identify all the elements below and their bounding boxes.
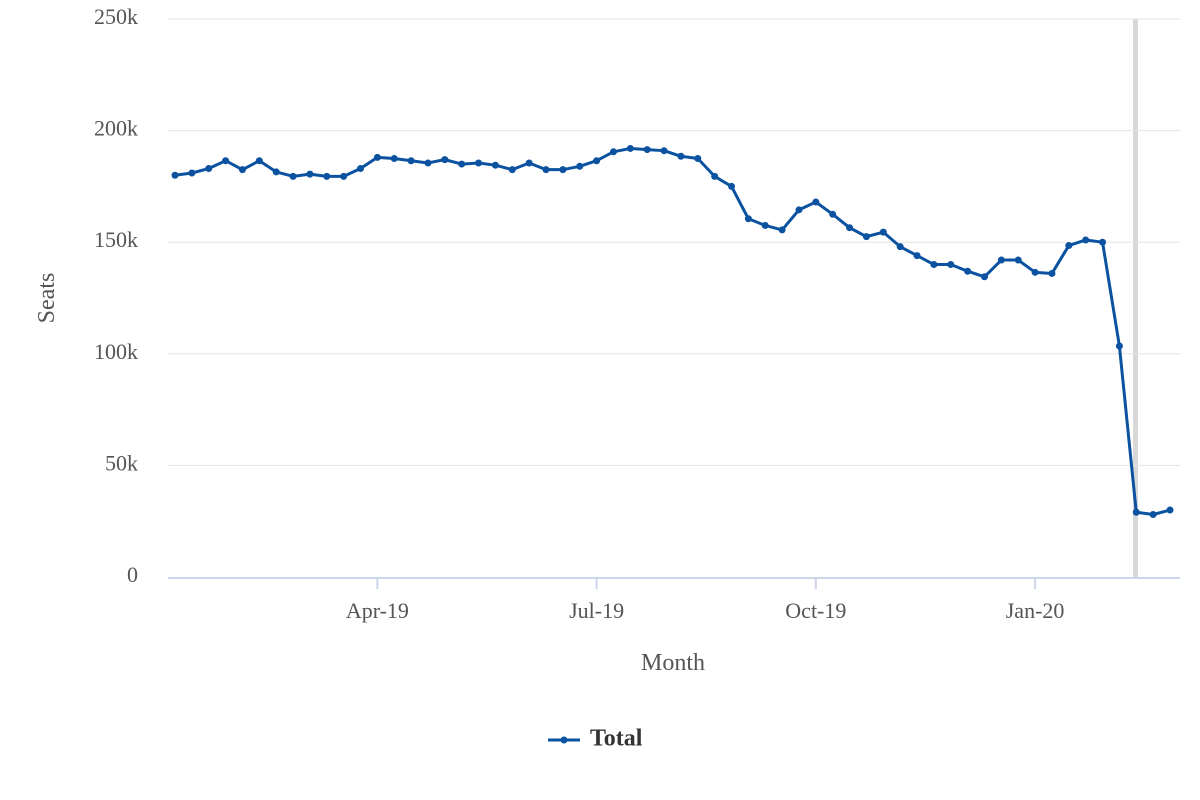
x-tick-label: Jan-20 <box>1006 598 1065 623</box>
point <box>626 144 634 152</box>
y-tick-label: 50k <box>105 450 138 475</box>
point <box>761 221 769 229</box>
point <box>255 157 263 165</box>
point <box>272 168 280 176</box>
point <box>525 159 533 167</box>
point <box>238 166 246 174</box>
point <box>188 169 196 177</box>
point <box>846 224 854 232</box>
point <box>475 159 483 167</box>
point <box>340 172 348 180</box>
y-axis-title: Seats <box>34 273 60 324</box>
point <box>441 156 449 164</box>
point <box>171 171 179 179</box>
point <box>947 261 955 269</box>
point <box>559 166 567 174</box>
point <box>1099 238 1107 246</box>
y-tick-label: 100k <box>94 339 138 364</box>
y-tick-label: 150k <box>94 227 138 252</box>
point <box>896 243 904 251</box>
x-axis-title: Month <box>641 650 705 676</box>
point <box>373 153 381 161</box>
point <box>930 261 938 269</box>
y-tick-label: 0 <box>127 562 138 587</box>
point <box>728 182 736 190</box>
point <box>862 233 870 241</box>
point <box>1115 342 1123 350</box>
point <box>1082 236 1090 244</box>
x-tick-label: Jul-19 <box>569 598 624 623</box>
point <box>744 215 752 223</box>
point <box>694 155 702 162</box>
legend-label: Total <box>590 726 643 752</box>
point <box>205 165 213 173</box>
line <box>174 146 1171 517</box>
point <box>491 161 499 169</box>
point <box>879 228 887 236</box>
point <box>424 159 432 167</box>
point <box>660 147 668 155</box>
point <box>829 210 837 218</box>
point <box>306 170 314 178</box>
point <box>609 148 617 156</box>
y-tick-label: 200k <box>94 116 138 141</box>
point <box>812 198 820 206</box>
y-tick-label: 250k <box>94 4 138 29</box>
point <box>1031 268 1039 276</box>
point <box>407 157 415 165</box>
point <box>964 267 972 275</box>
point <box>323 172 331 180</box>
point <box>458 160 466 168</box>
point <box>795 206 803 214</box>
point <box>1132 508 1140 516</box>
point <box>913 252 921 260</box>
point <box>1014 256 1022 264</box>
x-tick-label: Oct-19 <box>785 598 846 623</box>
point <box>1065 242 1073 250</box>
point <box>677 152 685 160</box>
point <box>576 162 584 170</box>
legend-marker <box>560 736 568 744</box>
point <box>711 172 719 180</box>
point <box>980 273 988 281</box>
point <box>778 226 786 234</box>
point <box>1048 269 1056 277</box>
x-tick-label: Apr-19 <box>346 598 409 623</box>
point <box>1166 506 1174 514</box>
point <box>542 166 550 174</box>
point <box>390 155 398 162</box>
point <box>508 166 516 174</box>
point <box>593 157 601 165</box>
point <box>357 165 365 173</box>
point <box>222 157 230 165</box>
point <box>643 146 651 154</box>
point <box>1149 511 1157 519</box>
point <box>289 172 297 180</box>
point <box>997 256 1005 264</box>
plot-band <box>1133 19 1138 578</box>
